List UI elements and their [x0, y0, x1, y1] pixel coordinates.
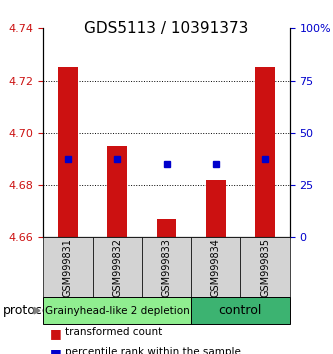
Bar	[157, 219, 176, 237]
Text: GSM999833: GSM999833	[162, 238, 171, 297]
Text: transformed count: transformed count	[65, 327, 162, 337]
Text: GSM999834: GSM999834	[211, 238, 221, 297]
Text: protocol: protocol	[3, 304, 54, 317]
Text: GDS5113 / 10391373: GDS5113 / 10391373	[84, 21, 249, 36]
Bar	[58, 68, 78, 237]
Text: ■: ■	[50, 327, 62, 341]
Text: control: control	[219, 304, 262, 317]
Text: GSM999832: GSM999832	[112, 238, 122, 297]
Text: ■: ■	[50, 347, 62, 354]
Text: percentile rank within the sample: percentile rank within the sample	[65, 347, 241, 354]
Text: GSM999831: GSM999831	[63, 238, 73, 297]
Bar	[206, 180, 226, 237]
Text: GSM999835: GSM999835	[260, 238, 270, 297]
Bar	[107, 146, 127, 237]
Bar	[255, 68, 275, 237]
Text: Grainyhead-like 2 depletion: Grainyhead-like 2 depletion	[45, 306, 189, 316]
